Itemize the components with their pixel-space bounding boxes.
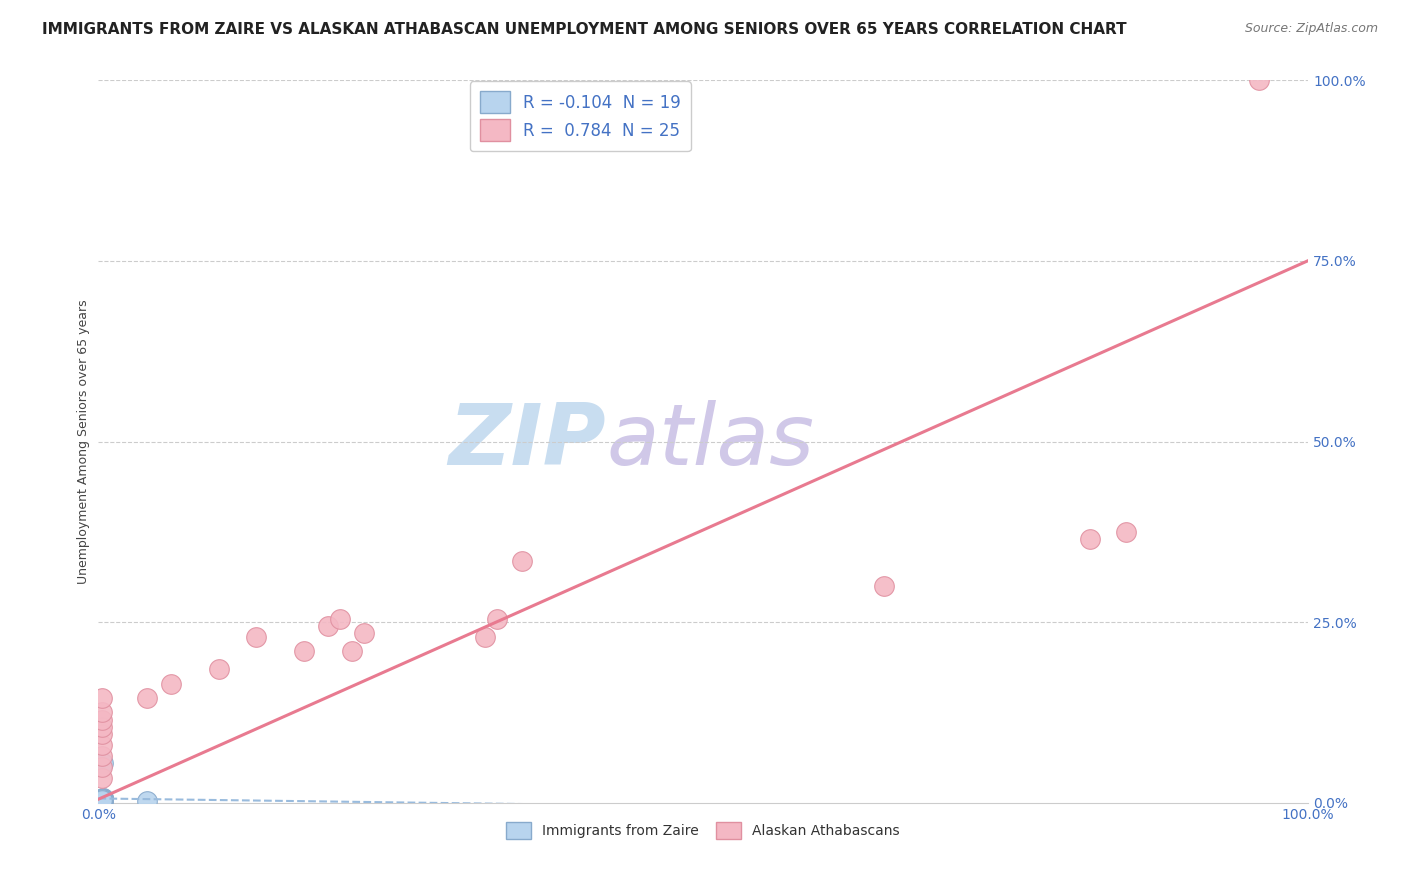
Point — [91, 771, 114, 785]
Point — [91, 792, 114, 806]
Point — [474, 630, 496, 644]
Point — [91, 756, 114, 770]
Point — [1078, 532, 1101, 546]
Point — [245, 630, 267, 644]
Point — [91, 792, 114, 806]
Point — [91, 720, 114, 734]
Point — [342, 644, 364, 658]
Y-axis label: Unemployment Among Seniors over 65 years: Unemployment Among Seniors over 65 years — [77, 299, 90, 584]
Point — [91, 792, 114, 806]
Text: IMMIGRANTS FROM ZAIRE VS ALASKAN ATHABASCAN UNEMPLOYMENT AMONG SENIORS OVER 65 Y: IMMIGRANTS FROM ZAIRE VS ALASKAN ATHABAS… — [42, 22, 1126, 37]
Point — [91, 760, 114, 774]
Point — [329, 611, 352, 625]
Point — [91, 792, 114, 806]
Point — [91, 792, 114, 806]
Point — [486, 611, 509, 625]
Point — [510, 554, 533, 568]
Point — [91, 793, 114, 807]
Point — [91, 792, 114, 806]
Point — [160, 676, 183, 690]
Point — [316, 619, 339, 633]
Point — [135, 794, 157, 808]
Point — [91, 794, 114, 808]
Point — [91, 748, 114, 763]
Point — [208, 662, 231, 676]
Point — [135, 691, 157, 706]
Point — [91, 792, 114, 806]
Point — [91, 791, 114, 805]
Point — [91, 706, 114, 720]
Point — [91, 793, 114, 807]
Point — [1115, 524, 1137, 539]
Text: ZIP: ZIP — [449, 400, 606, 483]
Text: atlas: atlas — [606, 400, 814, 483]
Point — [91, 793, 114, 807]
Point — [91, 713, 114, 727]
Point — [1249, 73, 1271, 87]
Point — [353, 626, 375, 640]
Point — [292, 644, 315, 658]
Legend: Immigrants from Zaire, Alaskan Athabascans: Immigrants from Zaire, Alaskan Athabasca… — [499, 814, 907, 847]
Point — [91, 791, 114, 805]
Point — [91, 793, 114, 807]
Point — [91, 727, 114, 741]
Point — [91, 794, 114, 808]
Point — [873, 579, 896, 593]
Point — [91, 738, 114, 752]
Point — [91, 792, 114, 806]
Point — [91, 691, 114, 706]
Text: Source: ZipAtlas.com: Source: ZipAtlas.com — [1244, 22, 1378, 36]
Point — [91, 794, 114, 808]
